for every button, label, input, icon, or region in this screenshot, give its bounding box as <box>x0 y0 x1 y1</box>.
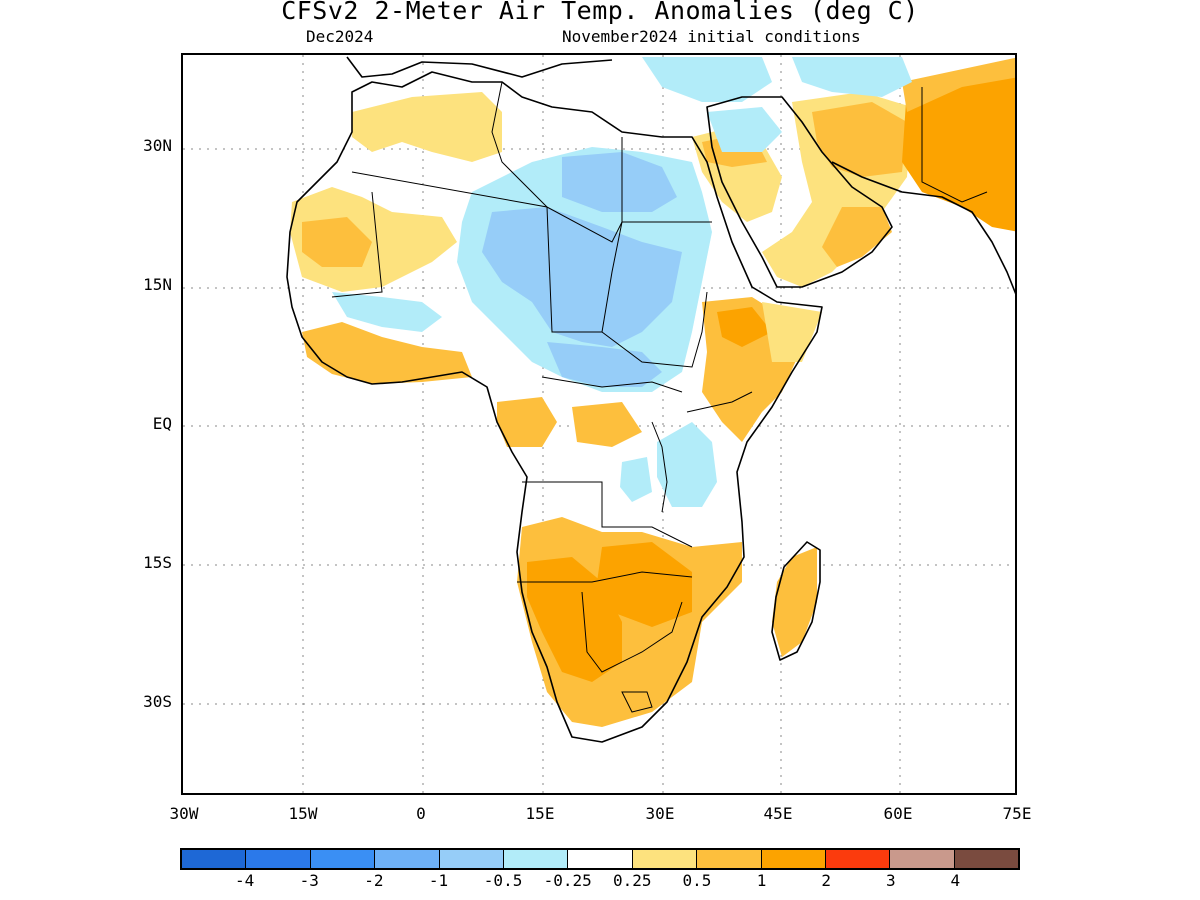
anomaly-field <box>290 57 1015 727</box>
border-segment <box>921 87 988 203</box>
colorbar-label: 4 <box>950 871 961 890</box>
colorbar-label: -0.5 <box>483 871 523 890</box>
anomaly-region-gabon-warm <box>497 397 557 447</box>
anomaly-region-angola-cool <box>620 457 652 502</box>
colorbar-label: -2 <box>364 871 384 890</box>
colorbar-label: 0.25 <box>613 871 652 890</box>
anomaly-region-libya-cool <box>562 152 677 212</box>
border-segment <box>331 191 383 298</box>
lon-label-60e: 60E <box>883 804 913 823</box>
colorbar-swatch <box>697 850 762 868</box>
anomaly-region-west-africa-warm <box>302 322 472 384</box>
border-segment <box>651 421 668 513</box>
anomaly-region-mauritania-warm-core <box>302 217 372 267</box>
country-borders <box>331 81 988 713</box>
lon-label-75e: 75E <box>1002 804 1032 823</box>
colorbar-swatch <box>439 850 504 868</box>
initial-conditions: November2024 initial conditions <box>562 27 861 46</box>
colorbar-swatch <box>503 850 569 868</box>
colorbar-swatch <box>182 850 247 868</box>
anomaly-region-iran-warm-edge <box>902 57 1015 112</box>
colorbar-label: -1 <box>428 871 449 890</box>
anomaly-map <box>183 55 1015 793</box>
colorbar-label: -3 <box>299 871 319 890</box>
lat-label-eq: EQ <box>152 414 172 433</box>
anomaly-region-madagascar-warm <box>772 547 817 657</box>
colorbar-swatch <box>954 850 1019 868</box>
border-segment <box>546 137 623 333</box>
map-panel <box>181 53 1017 795</box>
lon-label-15e: 15E <box>525 804 555 823</box>
africa-coastline <box>286 71 823 743</box>
anomaly-region-mediterranean-cool <box>642 57 772 102</box>
colorbar-label: 1 <box>756 871 767 890</box>
border-segment <box>541 376 683 393</box>
colorbar-swatch <box>375 850 440 868</box>
anomaly-region-chad-cool <box>482 207 682 347</box>
border-segment <box>581 591 683 673</box>
anomaly-region-oman-warm <box>822 207 892 267</box>
arabia-coastline <box>706 96 893 288</box>
lat-label-15s: 15S <box>143 553 172 572</box>
anomaly-region-west-sahara-warm <box>352 92 502 162</box>
border-segment <box>621 691 653 713</box>
anomaly-region-somalia-warm <box>762 302 822 362</box>
anomaly-region-turkey-cool <box>792 57 912 97</box>
colorbar-swatch <box>632 850 698 868</box>
coastlines <box>286 56 1015 743</box>
colorbar-swatch <box>825 850 891 868</box>
anomaly-region-gulf-warm <box>812 102 907 177</box>
anomaly-region-south-sudan-cool <box>547 342 662 387</box>
border-segment <box>522 481 693 548</box>
colorbar-swatch <box>310 850 376 868</box>
europe-coastline <box>346 56 613 78</box>
anomaly-region-congo-warm <box>572 402 642 447</box>
colorbar-swatch <box>761 850 826 868</box>
colorbar <box>180 848 1020 870</box>
colorbar-label: -4 <box>234 871 255 890</box>
border-segment <box>601 291 708 368</box>
colorbar-swatch <box>890 850 955 868</box>
anomaly-region-east-africa-cool <box>657 422 717 507</box>
colorbar-label: -0.25 <box>543 871 592 890</box>
border-segment <box>517 571 693 583</box>
anomaly-region-mali-cool <box>332 292 442 332</box>
lon-label-45e: 45E <box>763 804 793 823</box>
anomaly-region-namibia-warm <box>527 557 622 682</box>
anomaly-region-zambia-warm <box>597 542 692 627</box>
anomaly-region-ethiopia-warm-core <box>717 307 772 347</box>
chart-title: CFSv2 2-Meter Air Temp. Anomalies (deg C… <box>281 0 919 25</box>
lat-label-30n: 30N <box>143 136 172 155</box>
colorbar-label: 2 <box>821 871 831 890</box>
anomaly-region-iran-warm <box>902 67 1015 232</box>
lat-label-30s: 30S <box>143 692 172 711</box>
lon-label-15w: 15W <box>288 804 318 823</box>
lat-label-15n: 15N <box>143 275 172 294</box>
colorbar-label: 0.5 <box>682 871 712 890</box>
lon-label-30e: 30E <box>645 804 675 823</box>
colorbar-label: 3 <box>885 871 896 890</box>
forecast-month: Dec2024 <box>306 27 374 46</box>
border-segment <box>491 81 548 208</box>
colorbar-swatch <box>568 850 633 868</box>
border-segment <box>686 391 753 413</box>
anomaly-region-egypt-cool <box>707 107 782 152</box>
border-segment <box>351 171 712 243</box>
persia-coastline <box>831 161 1015 295</box>
madagascar-coastline <box>771 541 821 661</box>
lon-label-0: 0 <box>416 804 426 823</box>
lon-label-30w: 30W <box>169 804 199 823</box>
colorbar-swatch <box>246 850 311 868</box>
